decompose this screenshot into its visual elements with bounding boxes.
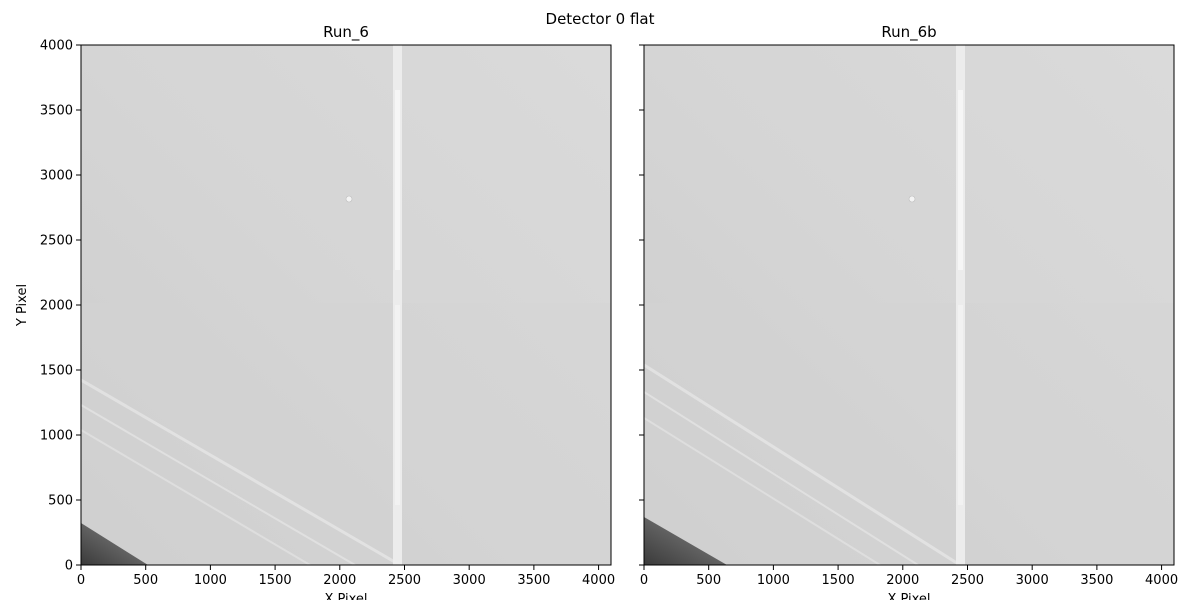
heatmap-image (644, 45, 1174, 565)
x-axis-label: X Pixel (324, 592, 367, 600)
y-tick-label: 2500 (40, 234, 73, 249)
stripe-highlight (395, 305, 400, 505)
y-tick-label: 2000 (40, 299, 73, 314)
y-tick-label: 0 (65, 559, 73, 574)
x-tick-label: 1000 (757, 573, 790, 588)
stripe-highlight (958, 90, 963, 270)
bright-spot (908, 195, 916, 203)
x-tick-label: 3000 (453, 573, 486, 588)
x-tick-label: 0 (77, 573, 85, 588)
panel-run-6b: Run_6b 0 500 1000 1500 2000 2500 3000 3500 4000 … (639, 23, 1178, 600)
x-tick-label: 500 (696, 573, 721, 588)
x-tick-label: 3500 (517, 573, 550, 588)
x-tick-label: 2500 (951, 573, 984, 588)
diagonal-streak (81, 429, 311, 565)
y-axis-label: Y Pixel (15, 284, 30, 327)
diagonal-streak (81, 378, 401, 565)
dark-corner (81, 523, 148, 565)
heatmap-image (81, 45, 611, 565)
x-tick-label: 500 (133, 573, 158, 588)
x-tick-label: 4000 (582, 573, 615, 588)
lower-half-shade (81, 303, 611, 565)
x-tick-label: 1500 (259, 573, 292, 588)
figure-title: Detector 0 flat (546, 10, 655, 28)
x-tick-label: 3000 (1016, 573, 1049, 588)
x-tick-label: 3500 (1080, 573, 1113, 588)
diagonal-streak (644, 363, 961, 565)
heatmap-background (644, 45, 1174, 565)
stripe-highlight (958, 305, 963, 505)
panel-title: Run_6 (323, 23, 369, 42)
dark-corner (644, 517, 727, 565)
y-tick-label: 500 (48, 494, 73, 509)
panel-title: Run_6b (881, 23, 936, 42)
stripe-highlight (395, 90, 400, 270)
y-tick-label: 1000 (40, 429, 73, 444)
x-axis-label: X Pixel (887, 592, 930, 600)
x-tick-label: 2000 (886, 573, 919, 588)
x-tick-label: 2000 (323, 573, 356, 588)
y-tick-label: 3500 (40, 104, 73, 119)
diagonal-streak (644, 417, 881, 565)
axes-ticks: 0 500 1000 1500 2000 2500 3000 3500 4000 (639, 44, 1178, 588)
bright-spot (345, 195, 353, 203)
y-tick-label: 3000 (40, 169, 73, 184)
panel-run-6: Run_6 0 500 1000 1500 2000 2500 3000 3500 4000 0 5… (15, 23, 615, 600)
x-tick-label: 1000 (194, 573, 227, 588)
x-tick-label: 2500 (388, 573, 421, 588)
axes-ticks: 0 500 1000 1500 2000 2500 3000 3500 4000 0 500 1000… (40, 39, 615, 589)
heatmap-background (81, 45, 611, 565)
x-tick-label: 4000 (1145, 573, 1178, 588)
diagonal-streak (81, 404, 356, 565)
x-tick-label: 0 (640, 573, 648, 588)
y-tick-label: 4000 (40, 39, 73, 54)
lower-half-shade (644, 303, 1174, 565)
y-tick-label: 1500 (40, 364, 73, 379)
x-tick-label: 1500 (822, 573, 855, 588)
diagonal-streak (644, 391, 919, 565)
